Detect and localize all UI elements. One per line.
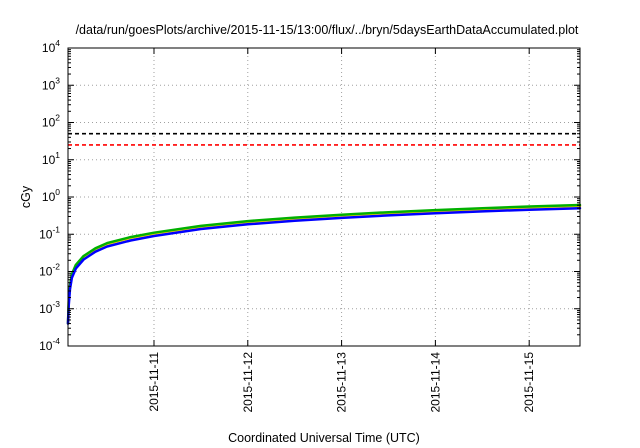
y-tick-exponent: 2	[55, 113, 60, 123]
y-tick-exponent: 1	[55, 150, 60, 160]
x-axis-label: Coordinated Universal Time (UTC)	[228, 431, 420, 445]
x-tick-label: 2015-11-13	[335, 352, 349, 413]
x-tick-label: 2015-11-11	[147, 352, 161, 412]
y-tick-exponent: -3	[52, 299, 60, 309]
y-tick-exponent: -1	[52, 224, 60, 234]
y-tick-base: 10	[39, 339, 53, 353]
chart-title: /data/run/goesPlots/archive/2015-11-15/1…	[76, 23, 579, 37]
y-tick-label: 100	[42, 187, 60, 204]
y-tick-label: 10-3	[39, 299, 60, 316]
y-tick-label: 10-4	[39, 336, 60, 353]
y-tick-base: 10	[39, 302, 53, 316]
y-tick-exponent: -2	[52, 262, 60, 272]
y-tick-base: 10	[39, 227, 53, 241]
y-tick-exponent: -4	[52, 336, 60, 346]
y-tick-exponent: 0	[55, 187, 60, 197]
y-tick-base: 10	[42, 78, 56, 92]
y-axis-label: cGy	[19, 185, 33, 208]
x-tick-label: 2015-11-15	[522, 352, 536, 413]
y-tick-base: 10	[42, 116, 56, 130]
reference-lines	[68, 132, 580, 146]
y-tick-exponent: 3	[55, 75, 60, 85]
y-tick-base: 10	[42, 190, 56, 204]
y-tick-exponent: 4	[55, 38, 60, 48]
series-lines	[66, 203, 582, 325]
series-line	[66, 203, 582, 325]
y-tick-label: 10-2	[39, 262, 60, 279]
y-tick-label: 101	[42, 150, 60, 167]
y-tick-label: 103	[42, 75, 60, 92]
series-line	[66, 206, 582, 325]
y-tick-base: 10	[42, 153, 56, 167]
grid	[68, 47, 580, 347]
x-tick-label: 2015-11-14	[428, 352, 442, 413]
x-axis: 2015-11-11 2015-11-12 2015-11-13 2015-11-14…	[147, 48, 536, 413]
y-tick-base: 10	[39, 265, 53, 279]
x-tick-label: 2015-11-12	[241, 352, 255, 413]
y-tick-label: 102	[42, 113, 60, 130]
y-tick-label: 104	[42, 38, 60, 55]
y-tick-base: 10	[42, 41, 56, 55]
y-tick-label: 10-1	[39, 224, 60, 241]
